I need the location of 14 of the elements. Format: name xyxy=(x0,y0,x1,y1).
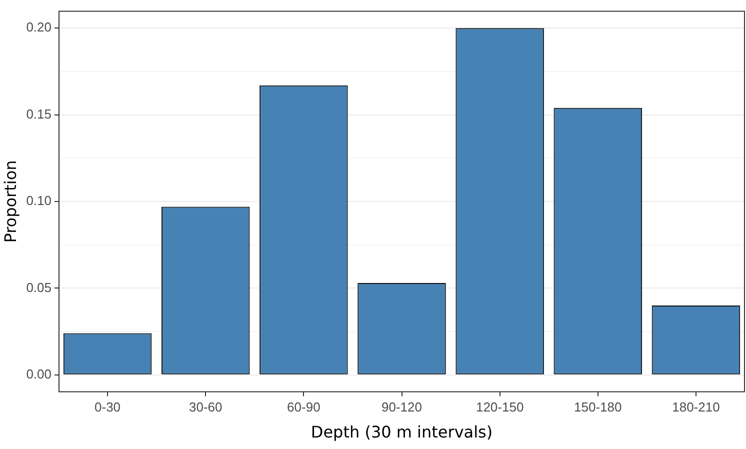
x-tick-label: 60-90 xyxy=(287,400,320,415)
y-axis-title: Proportion xyxy=(0,160,20,243)
x-tick-label: 150-180 xyxy=(574,400,622,415)
x-axis-title: Depth (30 m intervals) xyxy=(310,422,493,442)
x-tick-label: 180-210 xyxy=(672,400,720,415)
y-tick-label: 0.15 xyxy=(26,106,52,122)
x-tick-label: 30-60 xyxy=(188,400,222,415)
x-tick-label: 90-120 xyxy=(382,400,422,415)
y-tick-label: 0.20 xyxy=(26,20,52,35)
y-tick-label: 0.10 xyxy=(26,193,52,208)
y-tick-label: 0.00 xyxy=(26,366,52,382)
x-tick-label: 120-150 xyxy=(476,400,524,415)
x-tick-label: 0-30 xyxy=(94,400,121,415)
y-tick-label: 0.05 xyxy=(26,280,52,295)
